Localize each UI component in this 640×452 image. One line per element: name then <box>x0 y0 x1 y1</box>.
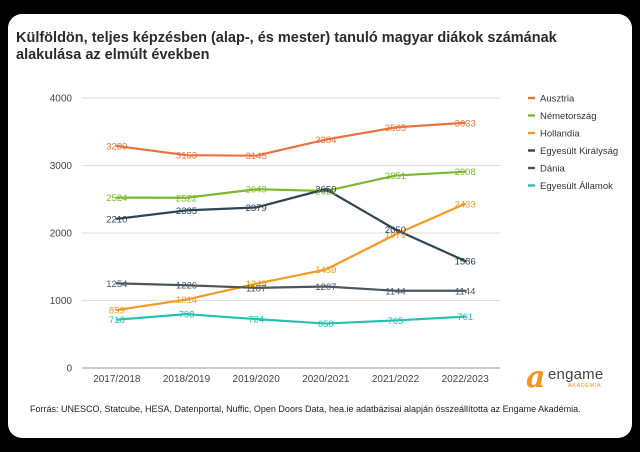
data-label: 1459 <box>315 265 336 276</box>
series-line <box>115 121 467 157</box>
series-line <box>115 170 467 199</box>
x-tick-label: 2018/2019 <box>163 374 211 385</box>
data-label: 2335 <box>176 206 197 217</box>
data-label: 2851 <box>385 171 406 182</box>
legend-entry: Egyesült Királyság <box>540 146 618 157</box>
data-label: 2650 <box>315 185 336 196</box>
data-label: 1249 <box>246 279 267 290</box>
chart-title: Külföldön, teljes képzésben (alap-, és m… <box>16 30 557 63</box>
y-tick-label: 1000 <box>50 296 73 307</box>
data-label: 2649 <box>246 185 267 196</box>
logo-glyph-icon: a <box>526 360 546 395</box>
data-label: 2522 <box>176 193 197 204</box>
legend-entry: Dánia <box>540 164 566 175</box>
data-label: 716 <box>109 315 125 326</box>
data-label: 2524 <box>106 193 127 204</box>
data-label: 2622 <box>315 187 336 198</box>
legend-entry: Egyesült Államok <box>540 181 613 192</box>
data-label: 1144 <box>385 286 405 297</box>
data-label: 2210 <box>106 214 127 225</box>
data-label: 724 <box>248 315 264 326</box>
data-label: 3565 <box>385 123 406 134</box>
y-tick-label: 3000 <box>50 161 73 172</box>
data-label: 1144 <box>455 286 475 297</box>
engame-logo: a engame AKADÉMIA <box>526 360 616 396</box>
data-label: 1979 <box>385 230 406 241</box>
logo-name: engame <box>548 366 604 383</box>
data-label: 2379 <box>246 203 267 214</box>
chart-card <box>8 14 632 438</box>
data-label: 3633 <box>455 118 476 129</box>
x-tick-label: 2020/2021 <box>302 374 350 385</box>
data-label: 1014 <box>176 295 197 306</box>
data-label: 1226 <box>176 281 197 292</box>
data-label: 1254 <box>106 279 127 290</box>
series-line <box>115 188 467 263</box>
data-label: 3384 <box>315 135 336 146</box>
y-tick-label: 4000 <box>50 94 73 105</box>
data-label: 1187 <box>246 283 266 294</box>
data-label: 2908 <box>455 167 476 178</box>
x-tick-label: 2019/2020 <box>233 374 281 385</box>
y-tick-label: 2000 <box>50 229 73 240</box>
data-label: 761 <box>457 312 473 323</box>
series-line <box>115 282 467 292</box>
source-note: Forrás: UNESCO, Statcube, HESA, Datenpor… <box>30 404 581 414</box>
legend-entry: Hollandia <box>540 129 580 140</box>
data-label: 798 <box>179 310 195 321</box>
data-label: 705 <box>388 316 404 327</box>
x-tick-label: 2022/2023 <box>442 374 490 385</box>
data-label: 1586 <box>455 256 476 267</box>
x-tick-label: 2017/2018 <box>93 374 141 385</box>
data-label: 3153 <box>176 151 197 162</box>
data-label: 658 <box>318 319 334 330</box>
data-label: 3289 <box>106 141 127 152</box>
data-label: 2050 <box>385 225 406 236</box>
data-label: 1207 <box>315 282 336 293</box>
y-tick-label: 0 <box>66 364 72 375</box>
data-label: 3145 <box>246 151 267 162</box>
data-label: 2433 <box>455 199 476 210</box>
x-tick-label: 2021/2022 <box>372 374 420 385</box>
data-label: 859 <box>109 306 125 317</box>
legend-entry: Németország <box>540 111 597 122</box>
series-line <box>115 202 467 312</box>
logo-subtitle: AKADÉMIA <box>568 383 602 389</box>
series-line <box>115 313 467 325</box>
legend-entry: Ausztria <box>540 94 575 105</box>
